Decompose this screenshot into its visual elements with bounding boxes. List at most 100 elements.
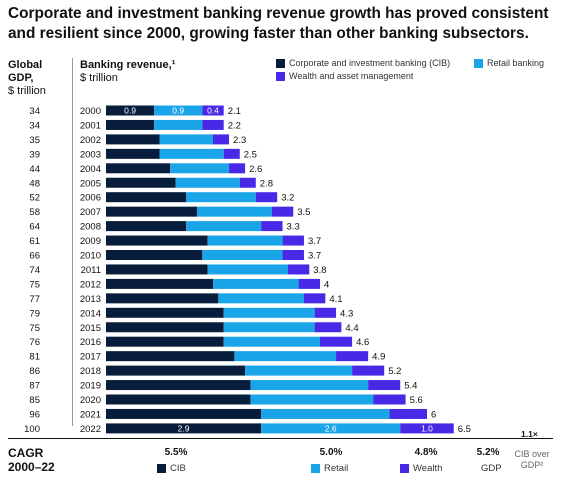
bar-wealth-and-2022: [400, 423, 454, 434]
bar-corporate-and-2001: [106, 119, 155, 130]
bar-retail-banking-2011: [207, 264, 288, 275]
bar-wealth-and-2008: [261, 221, 283, 232]
gdp-value-2022: 100: [24, 424, 40, 435]
total-label-2020: 5.6: [410, 395, 423, 406]
total-label-2004: 2.6: [249, 164, 262, 175]
year-label-2012: 2012: [80, 279, 101, 290]
bar-retail-banking-2003: [159, 148, 224, 159]
gdp-value-2007: 58: [29, 207, 40, 218]
cagr-divider: [8, 438, 553, 439]
bar-retail-banking-2000: [154, 105, 203, 116]
gdp-value-2005: 48: [29, 178, 40, 189]
bar-wealth-and-2012: [298, 278, 320, 289]
cagr-ratio-note-line2: GDP²: [520, 460, 544, 470]
revenue-header: Banking revenue,¹ $ trillion: [80, 59, 175, 85]
segment-label-1-2022: 2.6: [325, 423, 337, 433]
gdp-value-2017: 81: [29, 352, 40, 363]
cagr-value-cib: 5.5%: [164, 447, 188, 458]
year-label-2014: 2014: [80, 308, 101, 319]
bar-corporate-and-2007: [106, 206, 197, 217]
segment-label-2-2000: 0.4: [207, 106, 219, 116]
cagr-swatch-wealth: [400, 464, 409, 473]
cagr-ratio-note: CIB over GDP²: [512, 449, 552, 471]
year-label-2009: 2009: [80, 236, 101, 247]
gdp-value-2021: 96: [29, 409, 40, 420]
gdp-value-2010: 66: [29, 251, 40, 262]
year-label-2022: 2022: [80, 424, 101, 435]
cagr-swatch-cib: [157, 464, 166, 473]
gdp-value-2002: 35: [29, 135, 40, 146]
legend-swatch-cib: [276, 58, 285, 68]
total-label-2011: 3.8: [313, 265, 326, 276]
bar-retail-banking-2004: [170, 163, 230, 174]
bar-corporate-and-2014: [106, 307, 224, 318]
bar-corporate-and-2021: [106, 408, 262, 419]
revenue-header-label: Banking revenue,¹: [80, 59, 176, 71]
bar-corporate-and-2006: [106, 192, 187, 203]
gdp-value-2013: 77: [29, 294, 40, 305]
chart-title: Corporate and investment banking revenue…: [8, 5, 549, 42]
cagr-label-gdp-text: GDP: [481, 463, 502, 474]
bar-corporate-and-2010: [106, 250, 203, 260]
total-label-2009: 3.7: [308, 236, 321, 247]
total-label-2021: 6: [431, 409, 436, 420]
gdp-value-2000: 34: [29, 106, 40, 117]
total-label-2015: 4.4: [345, 323, 358, 334]
year-label-2021: 2021: [80, 409, 101, 420]
bar-corporate-and-2013: [106, 293, 219, 304]
year-label-2019: 2019: [80, 381, 101, 392]
segment-label-1-2000: 0.9: [172, 106, 184, 116]
bar-corporate-and-2000: [106, 105, 155, 116]
bar-corporate-and-2020: [106, 394, 251, 405]
total-label-2022: 6.5: [458, 424, 471, 435]
year-label-2015: 2015: [80, 323, 101, 334]
bar-retail-banking-2016: [223, 336, 320, 347]
bar-wealth-and-2020: [373, 394, 406, 405]
revenue-header-unit: $ trillion: [80, 72, 118, 84]
bar-retail-banking-2012: [213, 278, 299, 289]
bar-corporate-and-2011: [106, 264, 208, 275]
bar-wealth-and-2021: [389, 408, 427, 419]
bar-corporate-and-2009: [106, 235, 208, 246]
cagr-value-retail: 5.0%: [319, 447, 343, 458]
bar-wealth-and-2009: [282, 235, 304, 246]
total-label-2012: 4: [324, 279, 329, 290]
cagr-title-line1: CAGR: [8, 446, 44, 460]
bar-corporate-and-2018: [106, 365, 246, 376]
legend-item-wealth: Wealth and asset management: [276, 71, 413, 81]
cagr-title-line2: 2000–22: [8, 460, 55, 474]
gdp-value-2012: 75: [29, 279, 40, 290]
cagr-title: CAGR 2000–22: [8, 446, 55, 474]
gdp-header-line2: GDP,: [8, 72, 34, 84]
cagr-swatch-retail: [311, 464, 320, 473]
cagr-label-cib: CIB: [157, 463, 186, 474]
total-label-2005: 2.8: [260, 178, 273, 189]
year-label-2016: 2016: [80, 337, 101, 348]
gdp-header-unit: $ trillion: [8, 85, 46, 97]
bar-corporate-and-2019: [106, 380, 251, 391]
total-label-2016: 4.6: [356, 337, 369, 348]
cagr-ratio-note-line1: CIB over: [514, 449, 550, 459]
bar-corporate-and-2022: [106, 423, 262, 434]
year-label-2020: 2020: [80, 395, 101, 406]
total-label-2008: 3.3: [287, 222, 300, 233]
bar-corporate-and-2005: [106, 177, 176, 188]
bar-retail-banking-2019: [250, 380, 369, 391]
bar-retail-banking-2005: [175, 177, 240, 188]
bar-retail-banking-2007: [196, 206, 272, 217]
bar-retail-banking-2018: [245, 365, 353, 376]
total-label-2019: 5.4: [404, 381, 417, 392]
bar-wealth-and-2019: [368, 380, 401, 391]
total-label-2006: 3.2: [281, 193, 294, 204]
bar-retail-banking-2014: [223, 307, 315, 318]
gdp-value-2009: 61: [29, 236, 40, 247]
year-label-2008: 2008: [80, 222, 101, 233]
bar-wealth-and-2013: [303, 293, 326, 304]
bar-retail-banking-2008: [186, 221, 262, 232]
bar-corporate-and-2008: [106, 221, 187, 232]
bar-wealth-and-2018: [352, 365, 385, 376]
bar-wealth-and-2014: [314, 307, 337, 318]
gdp-value-2019: 87: [29, 381, 40, 392]
total-label-2001: 2.2: [228, 120, 241, 131]
legend-label-retail: Retail banking: [487, 58, 545, 68]
